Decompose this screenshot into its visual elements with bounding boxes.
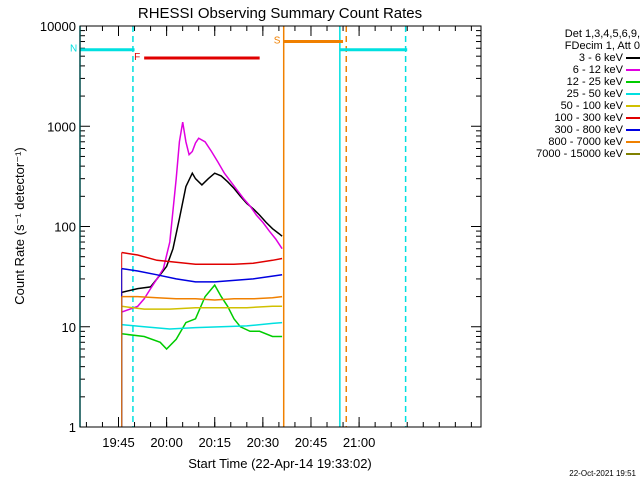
flag-label: F bbox=[134, 52, 140, 63]
y-tick-label: 100 bbox=[54, 220, 76, 235]
legend-entry-label: 7000 - 15000 keV bbox=[536, 148, 626, 160]
x-tick-label: 20:30 bbox=[247, 435, 280, 450]
y-tick-label: 10 bbox=[62, 320, 76, 335]
legend-entry: 12 - 25 keV bbox=[480, 76, 640, 88]
series-line bbox=[121, 305, 283, 310]
series-line bbox=[121, 171, 283, 294]
y-tick-label: 1000 bbox=[47, 119, 76, 134]
legend-swatch bbox=[626, 141, 640, 144]
legend-entry: 7000 - 15000 keV bbox=[480, 148, 640, 160]
x-tick-label: 20:15 bbox=[198, 435, 231, 450]
legend-entry: 300 - 800 keV bbox=[480, 124, 640, 136]
plot-decorations bbox=[80, 25, 481, 428]
legend-swatch bbox=[626, 69, 640, 72]
series-line bbox=[121, 251, 283, 266]
series-line bbox=[121, 295, 283, 301]
flag-label: S bbox=[274, 36, 281, 47]
legend-entry-label: 25 - 50 keV bbox=[566, 88, 626, 100]
x-tick-label: 20:45 bbox=[295, 435, 328, 450]
tick-labels: 1 10 100 1000 10000 19:45 20:00 20:15 20:30 20:45… bbox=[40, 19, 376, 450]
legend-entry: 50 - 100 keV bbox=[480, 100, 640, 112]
legend-header: Det 1,3,4,5,6,9, bbox=[564, 28, 640, 40]
plot-frame bbox=[79, 25, 482, 428]
legend-entry: 3 - 6 keV bbox=[480, 52, 640, 64]
series-line bbox=[121, 121, 283, 313]
y-tick-label: 1 bbox=[69, 420, 76, 435]
legend-entry-label: 6 - 12 keV bbox=[572, 64, 626, 76]
flag-label: N bbox=[70, 44, 77, 55]
legend-entry-label: 12 - 25 keV bbox=[566, 76, 626, 88]
legend-swatch bbox=[626, 129, 640, 132]
x-tick-label: 19:45 bbox=[102, 435, 135, 450]
legend-entry-label: 3 - 6 keV bbox=[578, 52, 626, 64]
legend-entry-label: 50 - 100 keV bbox=[560, 100, 626, 112]
series-line bbox=[121, 267, 283, 283]
y-tick-label: 10000 bbox=[40, 19, 76, 34]
legend-header: FDecim 1, Att 0 bbox=[564, 40, 640, 52]
series-line bbox=[121, 321, 283, 330]
series-line bbox=[121, 283, 283, 351]
legend-swatch bbox=[626, 105, 640, 108]
y-axis-label: Count Rate (s⁻¹ detector⁻¹) bbox=[12, 147, 27, 305]
legend-swatch bbox=[626, 57, 640, 60]
legend-swatch bbox=[626, 117, 640, 120]
legend-swatch bbox=[626, 153, 640, 156]
legend-entry: 100 - 300 keV bbox=[480, 112, 640, 124]
legend-entry-label: 100 - 300 keV bbox=[554, 112, 626, 124]
x-tick-label: 20:00 bbox=[150, 435, 183, 450]
legend-entry-label: 800 - 7000 keV bbox=[548, 136, 626, 148]
legend-entry: 6 - 12 keV bbox=[480, 64, 640, 76]
legend-swatch bbox=[626, 93, 640, 96]
legend-entry-label: 300 - 800 keV bbox=[554, 124, 626, 136]
legend-entry: 800 - 7000 keV bbox=[480, 136, 640, 148]
legend-swatch bbox=[626, 81, 640, 84]
footer-date: 22-Oct-2021 19:51 bbox=[569, 469, 636, 478]
chart-title: RHESSI Observing Summary Count Rates bbox=[138, 5, 422, 22]
x-axis-label: Start Time (22-Apr-14 19:33:02) bbox=[188, 456, 372, 471]
legend-entry: 25 - 50 keV bbox=[480, 88, 640, 100]
series-layer: N F S bbox=[70, 26, 408, 427]
x-tick-label: 21:00 bbox=[343, 435, 376, 450]
